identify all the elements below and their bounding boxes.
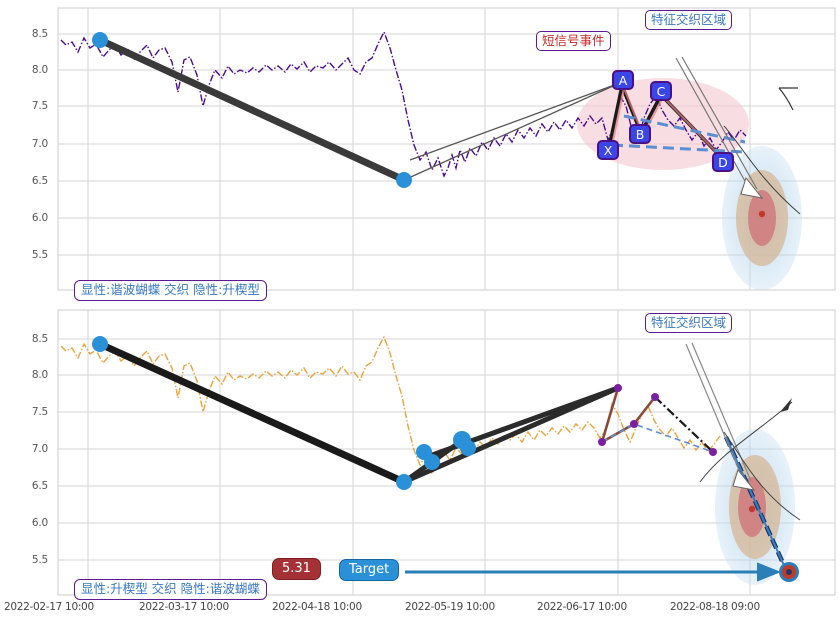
bottom-wedge-lower <box>402 385 620 485</box>
bottom-ytick-6: 5.5 <box>31 554 48 566</box>
legend-top-panel: 显性:谐波蝴蝶 交织 隐性:升楔型 <box>74 280 267 301</box>
target-badge: Target <box>339 559 400 581</box>
price-badge: 5.31 <box>272 558 321 580</box>
top-ytick-5: 6.0 <box>31 212 48 224</box>
top-grid-vertical <box>87 8 751 290</box>
chart-panel-bottom: 8.5 8.0 7.5 7.0 6.5 6.0 5.5 特征交织区域 5.31 … <box>0 302 839 617</box>
top-guide-tick <box>778 87 794 111</box>
top-ytick-6: 5.5 <box>31 249 48 261</box>
node-label-d: D <box>712 152 734 172</box>
bottom-ytick-2: 7.5 <box>31 406 48 418</box>
bottom-guide-arc-2 <box>723 431 801 521</box>
bottom-ytick-0: 8.5 <box>31 333 48 345</box>
top-grid-horizontal <box>58 33 835 256</box>
top-panel-plot <box>57 7 836 291</box>
xtick-2: 2022-04-18 10:00 <box>272 601 362 613</box>
top-ytick-0: 8.5 <box>31 28 48 40</box>
xtick-1: 2022-03-17 10:00 <box>139 601 229 613</box>
annotation-short-signal-event: 短信号事件 <box>536 31 611 51</box>
top-wedge-upper <box>409 79 629 161</box>
top-pivot-marker <box>396 172 412 188</box>
bottom-hidden-pattern-lines <box>601 423 714 453</box>
chart-panel-top: 8.5 8.0 7.5 7.0 6.5 6.0 5.5 短信号事件 特征交织区域… <box>0 0 839 301</box>
annotation-feature-interweave-zone-bottom: 特征交织区域 <box>645 313 733 333</box>
top-ytick-2: 7.5 <box>31 100 48 112</box>
top-hidden-pattern-lines <box>611 114 746 154</box>
top-ytick-1: 8.0 <box>31 64 48 76</box>
bottom-pivot-markers <box>92 336 476 490</box>
top-price-line <box>60 30 747 178</box>
node-label-a: A <box>612 70 634 90</box>
bottom-grid-vertical <box>87 310 751 595</box>
top-ytick-3: 7.0 <box>31 138 48 150</box>
top-guide-arc <box>723 125 801 215</box>
target-bullseye-marker <box>779 562 799 582</box>
bottom-downtrend-line <box>96 340 408 486</box>
xtick-5: 2022-08-18 09:00 <box>670 601 760 613</box>
node-label-x: X <box>597 140 619 160</box>
top-downtrend-line <box>96 36 408 184</box>
bottom-ytick-5: 6.0 <box>31 517 48 529</box>
bottom-ytick-4: 6.5 <box>31 480 48 492</box>
node-label-c: C <box>650 81 672 101</box>
top-ytick-4: 6.5 <box>31 175 48 187</box>
top-forecast-arrow <box>675 56 764 199</box>
annotation-feature-interweave-zone-top: 特征交织区域 <box>645 10 733 30</box>
bottom-harmonic-node-dots <box>598 384 717 456</box>
bottom-projection-line-inner <box>725 436 788 573</box>
top-target-zone <box>722 146 802 290</box>
xtick-0: 2022-02-17 10:00 <box>4 601 94 613</box>
top-wedge-lower <box>403 81 623 181</box>
bottom-panel-plot <box>57 309 836 596</box>
bottom-ytick-3: 7.0 <box>31 443 48 455</box>
top-pivot-marker <box>92 32 108 48</box>
legend-bottom-panel: 显性:升楔型 交织 隐性:谐波蝴蝶 <box>74 579 267 600</box>
node-label-b: B <box>629 124 651 144</box>
bottom-grid-horizontal <box>58 338 835 561</box>
xtick-4: 2022-06-17 10:00 <box>537 601 627 613</box>
bottom-ytick-1: 8.0 <box>31 369 48 381</box>
xtick-3: 2022-05-19 10:00 <box>405 601 495 613</box>
